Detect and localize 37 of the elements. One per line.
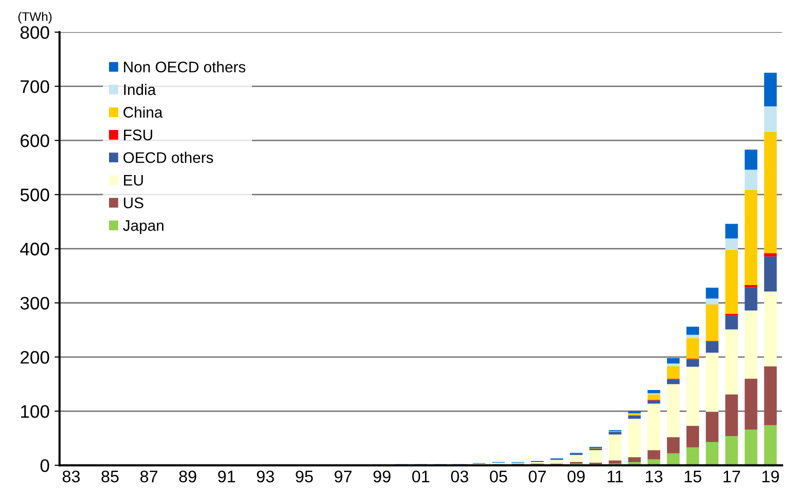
- y-tick-label: 300: [20, 296, 50, 310]
- legend-label: EU: [124, 174, 143, 186]
- y-tick-label: 200: [20, 350, 50, 364]
- legend-label: FSU: [124, 130, 152, 140]
- y-tick-label: 600: [20, 134, 50, 148]
- x-tick-label: 13: [646, 470, 662, 482]
- x-tick-label: 89: [179, 470, 196, 482]
- y-tick-label: 700: [20, 80, 50, 94]
- x-tick-label: 05: [490, 470, 508, 482]
- x-tick-label: 95: [296, 470, 313, 482]
- x-tick-label: 99: [373, 470, 390, 482]
- y-axis-title: (TWh): [18, 12, 52, 24]
- legend-label: OECD others: [123, 152, 214, 164]
- legend-label: Japan: [123, 220, 164, 234]
- y-tick-label: 800: [20, 26, 50, 39]
- y-tick-label: 0: [40, 459, 50, 472]
- x-tick-label: 11: [608, 470, 623, 482]
- x-tick-label: 91: [218, 470, 236, 482]
- x-tick-label: 87: [140, 470, 158, 482]
- legend-label: China: [124, 106, 163, 118]
- y-tick-label: 400: [20, 242, 50, 256]
- x-tick-label: 19: [762, 470, 779, 482]
- x-tick-label: 15: [684, 470, 702, 482]
- legend-label: India: [124, 84, 156, 96]
- x-tick-label: 93: [256, 470, 274, 482]
- y-tick-label: 100: [21, 405, 50, 418]
- x-tick-label: 01: [412, 470, 430, 482]
- x-tick-label: 17: [724, 470, 740, 482]
- legend-label: US: [124, 197, 144, 208]
- x-tick-label: 83: [62, 470, 80, 482]
- x-tick-label: 09: [568, 470, 585, 482]
- x-tick-label: 97: [334, 470, 352, 482]
- legend-label: Non OECD others: [124, 61, 246, 72]
- x-tick-label: 07: [528, 470, 546, 482]
- x-tick-label: 85: [102, 470, 119, 482]
- y-tick-label: 500: [20, 188, 50, 202]
- x-tick-label: 03: [451, 470, 468, 482]
